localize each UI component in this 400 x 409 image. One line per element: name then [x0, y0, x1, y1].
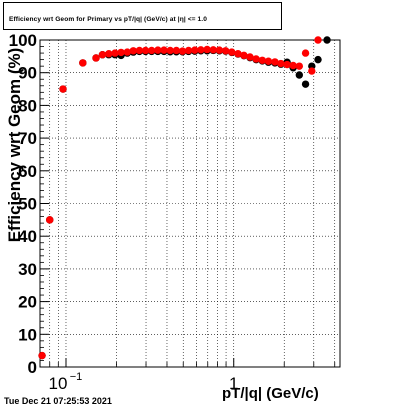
black-series [38, 36, 331, 360]
x-tick-label: 10 [49, 374, 68, 393]
data-point [234, 50, 242, 58]
data-point [129, 47, 138, 55]
grid-lines [39, 39, 340, 368]
data-point [111, 49, 119, 57]
x-tick-exponent: −1 [70, 371, 83, 383]
data-point [123, 48, 131, 56]
data-point [252, 55, 260, 63]
data-point [98, 51, 107, 59]
plot-title: Efficiency wrt Geom for Primary vs pT/|q… [9, 16, 207, 23]
data-point [301, 49, 310, 57]
y-tick-label: 90 [18, 64, 37, 83]
y-tick-label: 10 [18, 325, 37, 344]
data-point [271, 58, 279, 66]
data-point [197, 46, 205, 54]
data-point [323, 36, 331, 44]
data-point [79, 59, 87, 67]
y-tick-label: 30 [18, 260, 37, 279]
data-point [172, 46, 181, 55]
data-point [147, 46, 156, 55]
data-point [301, 80, 310, 88]
data-point [228, 48, 236, 56]
x-tick-label: 1 [229, 374, 238, 393]
y-tick-label: 80 [18, 96, 37, 115]
y-axis-label: Efficiency wrt Geom (%) [5, 47, 24, 243]
data-point [184, 46, 193, 55]
data-point [46, 216, 54, 224]
data-point [221, 47, 230, 55]
y-tick-label: 60 [18, 162, 37, 181]
data-point [277, 59, 285, 68]
data-point [258, 56, 266, 64]
data-point [295, 62, 304, 70]
data-point [178, 47, 187, 55]
data-series [38, 36, 331, 360]
data-point [135, 46, 144, 55]
y-tick-label: 50 [18, 195, 37, 214]
y-tick-label: 20 [18, 293, 37, 312]
data-point [314, 36, 322, 44]
data-point [160, 46, 168, 54]
data-point [117, 48, 125, 57]
timestamp: Tue Dec 21 07:25:53 2021 [4, 396, 112, 406]
data-point [154, 46, 162, 54]
data-point [264, 57, 273, 65]
data-point [295, 71, 304, 79]
data-point [191, 46, 199, 54]
data-point [246, 53, 254, 61]
y-tick-label: 70 [18, 129, 37, 148]
plot-title-box: Efficiency wrt Geom for Primary vs pT/|q… [3, 2, 282, 30]
y-tick-label: 100 [9, 31, 37, 50]
y-tick-label: 40 [18, 227, 37, 246]
data-point [209, 46, 217, 54]
axes [39, 39, 341, 368]
data-point [203, 45, 211, 54]
data-point [105, 50, 113, 58]
y-tick-label: 0 [28, 358, 37, 377]
data-point [240, 51, 248, 60]
data-point [283, 60, 291, 69]
data-point [215, 46, 224, 54]
data-point [38, 351, 46, 360]
red-series [38, 36, 322, 360]
data-point [92, 54, 100, 62]
data-point [59, 85, 67, 93]
data-point [289, 61, 297, 70]
data-point [314, 55, 322, 64]
data-point [166, 46, 174, 55]
data-point [141, 46, 150, 55]
data-point [308, 67, 316, 75]
x-axis-label: pT/|q| (GeV/c) [222, 385, 319, 402]
